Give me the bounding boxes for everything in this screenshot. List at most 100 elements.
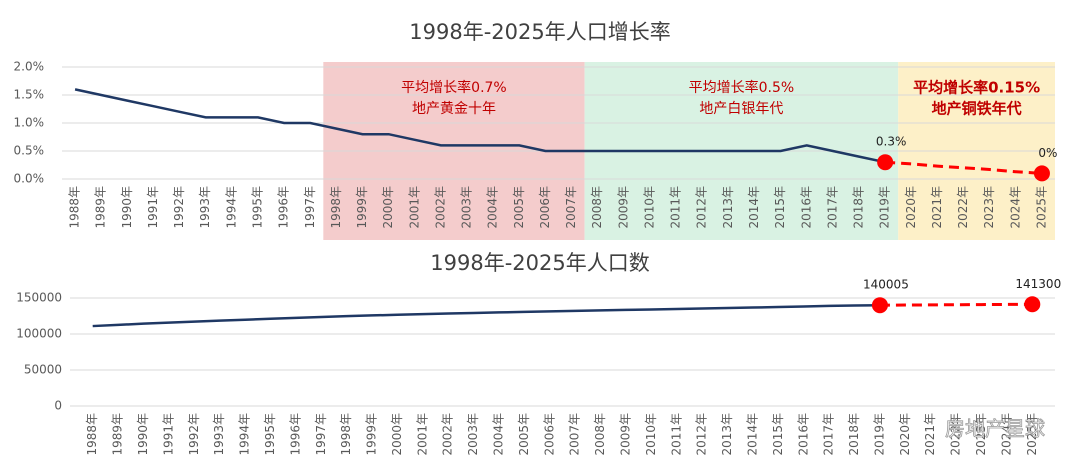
x-tick-label: 1995年 [250, 186, 264, 229]
x-tick-label: 1990年 [120, 186, 134, 229]
x-tick-label: 2006年 [542, 413, 556, 456]
x-tick-label: 2001年 [415, 413, 429, 456]
x-tick-label: 2011年 [669, 186, 683, 229]
x-tick-label: 1992年 [172, 186, 186, 229]
x-tick-label: 2007年 [568, 413, 582, 456]
chart-title: 1998年-2025年人口增长率 [409, 20, 670, 44]
x-tick-label: 2004年 [492, 413, 506, 456]
x-tick-label: 2011年 [669, 413, 683, 456]
x-tick-label: 2007年 [564, 186, 578, 229]
x-tick-label: 1997年 [314, 413, 328, 456]
x-tick-label: 2015年 [771, 413, 785, 456]
x-tick-label: 2021年 [930, 186, 944, 229]
x-tick-label: 1993年 [198, 186, 212, 229]
data-line [74, 88, 886, 164]
x-tick-label: 2025年 [1034, 186, 1048, 229]
y-tick-label: 2.0% [14, 60, 45, 74]
x-tick-label: 2019年 [878, 186, 892, 229]
x-tick-label: 1994年 [224, 186, 238, 229]
x-tick-label: 2023年 [982, 186, 996, 229]
x-tick-label: 1988年 [68, 186, 82, 229]
x-tick-label: 2002年 [441, 413, 455, 456]
x-tick-label: 2001年 [407, 186, 421, 229]
region-label: 地产铜铁年代 [932, 100, 1022, 118]
x-tick-label: 2000年 [390, 413, 404, 456]
x-tick-label: 2017年 [822, 413, 836, 456]
x-tick-label: 2005年 [517, 413, 531, 456]
x-tick-label: 2022年 [956, 186, 970, 229]
x-tick-label: 1989年 [111, 413, 125, 456]
x-tick-label: 2009年 [616, 186, 630, 229]
x-tick-label: 2003年 [460, 186, 474, 229]
x-tick-label: 2000年 [381, 186, 395, 229]
y-tick-label: 50000 [24, 363, 62, 377]
data-point [877, 154, 894, 171]
data-label: 141300 [1015, 277, 1061, 291]
x-tick-label: 2012年 [695, 186, 709, 229]
data-label: 140005 [863, 278, 909, 292]
x-tick-label: 1991年 [146, 186, 160, 229]
x-tick-label: 1988年 [85, 413, 99, 456]
x-tick-label: 2013年 [721, 186, 735, 229]
x-tick-label: 2024年 [1008, 186, 1022, 229]
region-label: 平均增长率0.15% [913, 79, 1040, 97]
data-line [885, 160, 1043, 175]
x-tick-label: 2025年 [1025, 413, 1039, 456]
x-tick-label: 1992年 [187, 413, 201, 456]
data-point [1024, 296, 1041, 313]
x-tick-label: 1993年 [212, 413, 226, 456]
x-tick-label: 1995年 [263, 413, 277, 456]
x-tick-label: 1999年 [355, 186, 369, 229]
region-label: 平均增长率0.7% [401, 79, 507, 96]
x-tick-label: 1996年 [288, 413, 302, 456]
y-tick-label: 100000 [16, 327, 62, 341]
x-tick-label: 1990年 [136, 413, 150, 456]
x-tick-label: 2024年 [999, 413, 1013, 456]
region-label: 地产黄金十年 [412, 100, 496, 117]
x-tick-label: 2003年 [466, 413, 480, 456]
data-label: 0% [1038, 146, 1057, 160]
x-tick-label: 2014年 [745, 413, 759, 456]
x-tick-label: 2023年 [974, 413, 988, 456]
x-tick-label: 2020年 [904, 186, 918, 229]
x-tick-label: 1998年 [329, 186, 343, 229]
x-tick-label: 2015年 [773, 186, 787, 229]
y-tick-label: 150000 [16, 291, 62, 305]
data-line [92, 303, 880, 328]
x-tick-label: 2017年 [825, 186, 839, 229]
x-tick-label: 2018年 [847, 413, 861, 456]
x-tick-label: 2016年 [796, 413, 810, 456]
data-point [1033, 165, 1050, 182]
x-tick-label: 2012年 [695, 413, 709, 456]
x-tick-label: 2008年 [590, 186, 604, 229]
x-tick-label: 2010年 [644, 413, 658, 456]
x-tick-label: 2002年 [433, 186, 447, 229]
y-tick-label: 0 [54, 399, 62, 413]
x-tick-label: 2019年 [872, 413, 886, 456]
y-tick-label: 0.5% [14, 144, 45, 158]
x-tick-label: 2022年 [949, 413, 963, 456]
x-tick-label: 1999年 [365, 413, 379, 456]
x-tick-label: 2010年 [642, 186, 656, 229]
region-label: 平均增长率0.5% [689, 79, 795, 96]
x-tick-label: 2018年 [852, 186, 866, 229]
x-tick-label: 2020年 [898, 413, 912, 456]
x-tick-label: 2008年 [593, 413, 607, 456]
data-label: 0.3% [876, 135, 907, 149]
x-tick-label: 1994年 [238, 413, 252, 456]
x-tick-label: 2021年 [923, 413, 937, 456]
x-tick-label: 1996年 [277, 186, 291, 229]
x-tick-label: 2004年 [486, 186, 500, 229]
chart-title: 1998年-2025年人口数 [430, 251, 649, 275]
x-tick-label: 2006年 [538, 186, 552, 229]
x-tick-label: 1989年 [94, 186, 108, 229]
x-tick-label: 1998年 [339, 413, 353, 456]
x-tick-label: 1997年 [303, 186, 317, 229]
y-tick-label: 0.0% [14, 172, 45, 186]
data-point [871, 297, 888, 314]
y-tick-label: 1.5% [14, 88, 45, 102]
y-tick-label: 1.0% [14, 116, 45, 130]
x-tick-label: 2009年 [618, 413, 632, 456]
x-tick-label: 2016年 [799, 186, 813, 229]
